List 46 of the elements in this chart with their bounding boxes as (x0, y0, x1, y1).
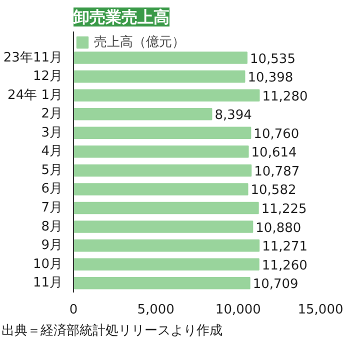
bar (74, 276, 250, 290)
x-tick-label: 5,000 (137, 302, 174, 318)
bar (74, 108, 212, 120)
bar (74, 52, 248, 64)
bar (74, 146, 249, 158)
y-tick-label: 10月 (32, 256, 63, 272)
bar (74, 258, 260, 270)
bar (74, 70, 246, 83)
bar (74, 126, 252, 140)
y-tick-label: 23年11月 (3, 50, 63, 66)
legend-label: 売上高（億元） (94, 34, 185, 51)
y-tick-label: 12月 (32, 69, 63, 84)
text: 11,271 (262, 240, 308, 255)
x-tick-label: 15,000 (298, 302, 344, 318)
bar (74, 183, 248, 196)
x-tick-label: 0 (69, 302, 78, 318)
y-tick-label: 3月 (41, 125, 63, 140)
text: 11,280 (262, 89, 308, 104)
text: 10,582 (250, 183, 296, 198)
text: 10,880 (256, 220, 302, 236)
text: 8,394 (214, 108, 252, 124)
text: 10,709 (252, 277, 298, 292)
bar (74, 239, 260, 252)
bar (74, 220, 254, 233)
y-tick-label: 24年 1月 (8, 88, 63, 103)
text: 10,614 (251, 146, 297, 161)
y-tick-label: 11月 (32, 276, 63, 291)
text: 11,260 (262, 258, 308, 274)
y-tick-label: 4月 (41, 144, 63, 160)
text: 10,535 (250, 52, 296, 67)
text: 11,225 (261, 202, 307, 218)
bar (74, 164, 252, 177)
y-tick-label: 2月 (41, 106, 63, 122)
x-tick-label: 10,000 (215, 302, 261, 318)
text: 10,398 (248, 70, 294, 86)
text: 10,787 (254, 164, 300, 180)
source-note: 出典＝経済部統計処リリースより作成 (2, 322, 222, 338)
chart-title: 卸売業売上高 (72, 8, 170, 26)
bar (74, 202, 259, 214)
bar (74, 89, 260, 102)
y-tick-label: 7月 (41, 200, 63, 216)
y-tick-label: 6月 (41, 182, 63, 197)
y-tick-label: 5月 (41, 162, 63, 178)
y-tick-label: 9月 (41, 238, 63, 254)
text: 10,760 (254, 126, 300, 142)
y-tick-label: 8月 (41, 219, 63, 234)
